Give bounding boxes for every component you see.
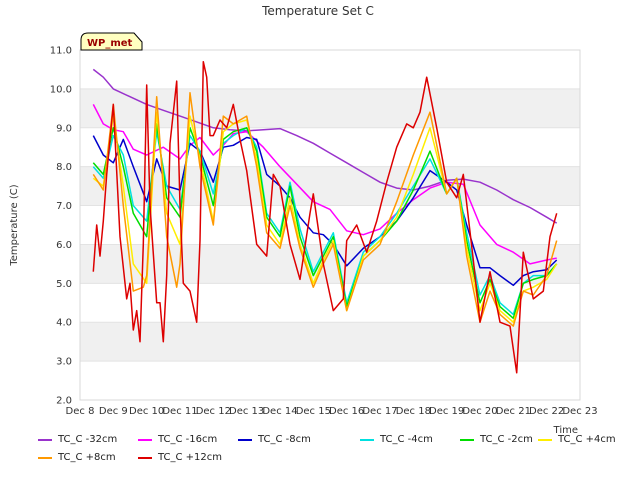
y-tick-label: 2.0: [56, 396, 72, 407]
legend-label: TC_C -2cm: [480, 434, 533, 445]
legend-swatch: [38, 438, 52, 441]
y-tick-label: 6.0: [56, 240, 72, 251]
grid-band: [80, 166, 580, 206]
legend-item: TC_C -8cm: [238, 434, 311, 445]
legend-item: TC_C -16cm: [138, 434, 217, 445]
x-tick-label: Dec 20: [462, 406, 497, 417]
legend-swatch: [138, 456, 152, 459]
legend-label: TC_C -32cm: [58, 434, 118, 445]
legend-swatch: [460, 438, 474, 441]
x-tick-label: Dec 19: [429, 406, 464, 417]
x-tick-label: Dec 18: [396, 406, 431, 417]
legend-label: TC_C +12cm: [158, 452, 223, 463]
legend-swatch: [360, 438, 374, 441]
grid-band: [80, 322, 580, 362]
legend-label: TC_C -8cm: [258, 434, 311, 445]
annotation-label: WP_met: [87, 38, 133, 49]
series-layer: [92, 60, 558, 374]
chart-title: Temperature Set C: [261, 4, 374, 18]
y-tick-label: 5.0: [56, 279, 72, 290]
x-tick-label: Dec 16: [329, 406, 364, 417]
annotation-box: WP_met: [80, 32, 143, 51]
x-tick-label: Dec 13: [229, 406, 264, 417]
y-tick-label: 8.0: [56, 162, 72, 173]
x-tick-label: Dec 17: [362, 406, 397, 417]
series-line-tc-c-32cm: [92, 68, 558, 224]
legend-item: TC_C +12cm: [138, 452, 222, 463]
legend-swatch: [138, 438, 152, 441]
legend-label: TC_C +8cm: [58, 452, 116, 463]
y-tick-label: 10.0: [50, 84, 72, 95]
y-tick-label: 11.0: [50, 46, 72, 57]
x-axis-label: Time: [553, 425, 578, 436]
y-tick-label: 4.0: [56, 318, 72, 329]
x-tick-label: Dec 23: [562, 406, 597, 417]
legend-item: TC_C +4cm: [538, 434, 616, 445]
legend-swatch: [238, 438, 252, 441]
x-tick-label: Dec 8: [66, 406, 95, 417]
x-tick-label: Dec 14: [262, 406, 297, 417]
x-tick-label: Dec 15: [296, 406, 331, 417]
y-axis-ticks: 2.0 3.0 4.0 5.0 6.0 7.0 8.0 9.0 10.0 11.0: [50, 46, 72, 407]
series-line-tc-c-16cm: [92, 104, 557, 265]
legend-item: TC_C -4cm: [360, 434, 433, 445]
legend-label: TC_C -16cm: [158, 434, 218, 445]
legend-label: TC_C -4cm: [380, 434, 433, 445]
x-tick-label: Dec 9: [99, 406, 128, 417]
y-tick-label: 7.0: [56, 201, 72, 212]
y-tick-label: 3.0: [56, 357, 72, 368]
y-axis-label: Temperature (C): [9, 184, 20, 266]
x-tick-label: Dec 21: [496, 406, 531, 417]
legend-item: TC_C -2cm: [460, 434, 533, 445]
grid-band: [80, 88, 580, 128]
legend-swatch: [38, 456, 52, 459]
legend-item: TC_C +8cm: [38, 452, 116, 463]
chart-legend: TC_C -32cm TC_C -16cm TC_C -8cm TC_C -4cm TC…: [38, 434, 638, 474]
grid-bands: [80, 88, 580, 362]
series-line-tc-c-12cm: [92, 60, 558, 374]
x-tick-label: Dec 12: [196, 406, 231, 417]
legend-label: TC_C +4cm: [558, 434, 616, 445]
legend-item: TC_C -32cm: [38, 434, 117, 445]
plot-area: [79, 49, 581, 401]
legend-swatch: [538, 438, 552, 441]
y-tick-label: 9.0: [56, 123, 72, 134]
x-tick-label: Dec 22: [529, 406, 564, 417]
x-tick-label: Dec 11: [162, 406, 197, 417]
x-tick-label: Dec 10: [129, 406, 164, 417]
series-line-tc-c-4cm: [92, 111, 558, 323]
